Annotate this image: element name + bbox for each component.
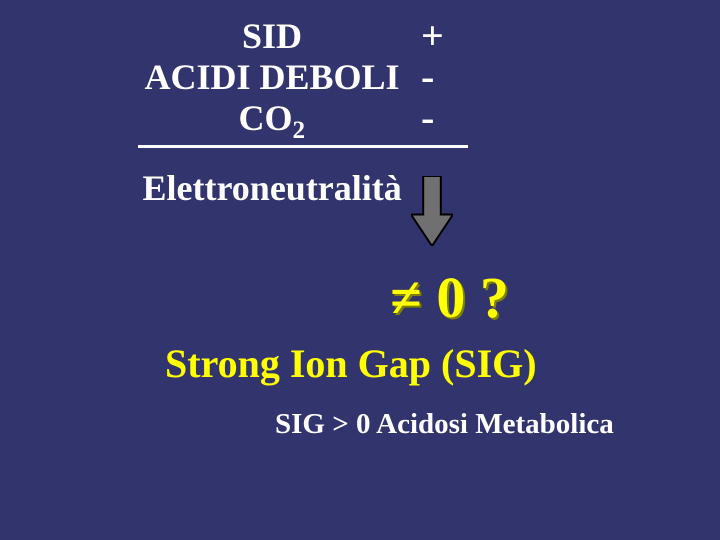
not-equal-zero: ≠ 0 ? ≠ 0 ? — [390, 264, 720, 331]
neq-zero: 0 — [436, 265, 465, 330]
acidosi-note: SIG > 0 Acidosi Metabolica — [275, 408, 614, 441]
row-co2-label: CO2 — [239, 98, 306, 146]
row-co2-sub: 2 — [293, 117, 306, 144]
row-co2-pre: CO — [239, 98, 293, 138]
neq-sym: ≠ — [390, 265, 422, 330]
row-sid-sign: + — [421, 12, 444, 59]
slide: SID + ACIDI DEBOLI - CO2 - Elettroneutra… — [0, 0, 720, 540]
elettroneutralita-label: Elettroneutralità — [143, 168, 402, 209]
row-acidi-sign: - — [421, 53, 434, 100]
down-arrow-icon — [411, 176, 453, 246]
row-sid-label: SID — [242, 16, 302, 57]
separator-line — [138, 145, 468, 148]
strong-ion-gap-title: Strong Ion Gap (SIG) — [165, 340, 537, 387]
row-co2-sign: - — [421, 94, 434, 141]
row-acidi-label: ACIDI DEBOLI — [145, 57, 400, 98]
neq-q: ? — [480, 265, 509, 330]
